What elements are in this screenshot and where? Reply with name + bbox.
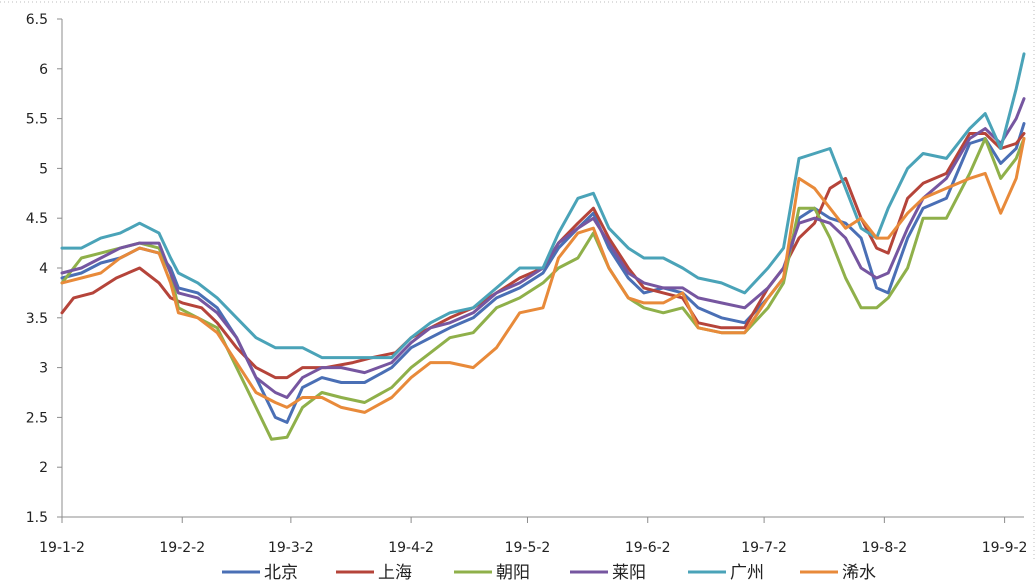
x-tick-label: 19-1-2 xyxy=(39,540,85,556)
x-tick-label: 19-2-2 xyxy=(159,540,205,556)
series-line-3 xyxy=(60,97,1026,399)
x-tick-label: 19-5-2 xyxy=(505,540,551,556)
x-tick-label: 19-9-2 xyxy=(982,540,1028,556)
legend-label: 北京 xyxy=(264,563,298,583)
series-lines xyxy=(60,52,1026,441)
x-tick-label: 19-4-2 xyxy=(388,540,434,556)
series-line-1 xyxy=(60,132,1026,380)
series-line-5 xyxy=(60,137,1026,414)
y-tick-label: 1.5 xyxy=(26,510,48,526)
legend-label: 浠水 xyxy=(842,563,876,583)
legend-label: 莱阳 xyxy=(612,563,646,583)
legend-label: 广州 xyxy=(730,563,764,583)
x-tick-label: 19-7-2 xyxy=(741,540,787,556)
x-tick-label: 19-6-2 xyxy=(625,540,671,556)
y-axis-ticks: 1.5 2 2.5 3 3.5 4 4.5 5 5.5 6 6.5 xyxy=(26,12,62,526)
y-tick-label: 5.5 xyxy=(26,112,48,128)
legend-label: 上海 xyxy=(378,563,412,583)
y-tick-label: 6 xyxy=(39,62,48,78)
series-line-0 xyxy=(60,122,1026,424)
y-tick-label: 3 xyxy=(39,361,48,377)
series-line-2 xyxy=(60,137,1026,441)
series-line-4 xyxy=(60,52,1026,360)
legend-label: 朝阳 xyxy=(496,563,530,583)
legend: 北京 上海 朝阳 莱阳 广州 浠水 xyxy=(222,563,876,583)
y-tick-label: 5 xyxy=(39,161,48,177)
x-tick-label: 19-3-2 xyxy=(268,540,314,556)
y-tick-label: 4 xyxy=(39,261,48,277)
y-tick-label: 2.5 xyxy=(26,410,48,426)
plot-border xyxy=(0,1,1035,560)
y-tick-label: 3.5 xyxy=(26,311,48,327)
x-tick-label: 19-8-2 xyxy=(861,540,907,556)
y-tick-label: 4.5 xyxy=(26,211,48,227)
y-tick-label: 6.5 xyxy=(26,12,48,28)
y-tick-label: 2 xyxy=(39,460,48,476)
x-axis-ticks: 19-1-2 19-2-2 19-3-2 19-4-2 19-5-2 19-6-2 19-7… xyxy=(39,517,1027,556)
